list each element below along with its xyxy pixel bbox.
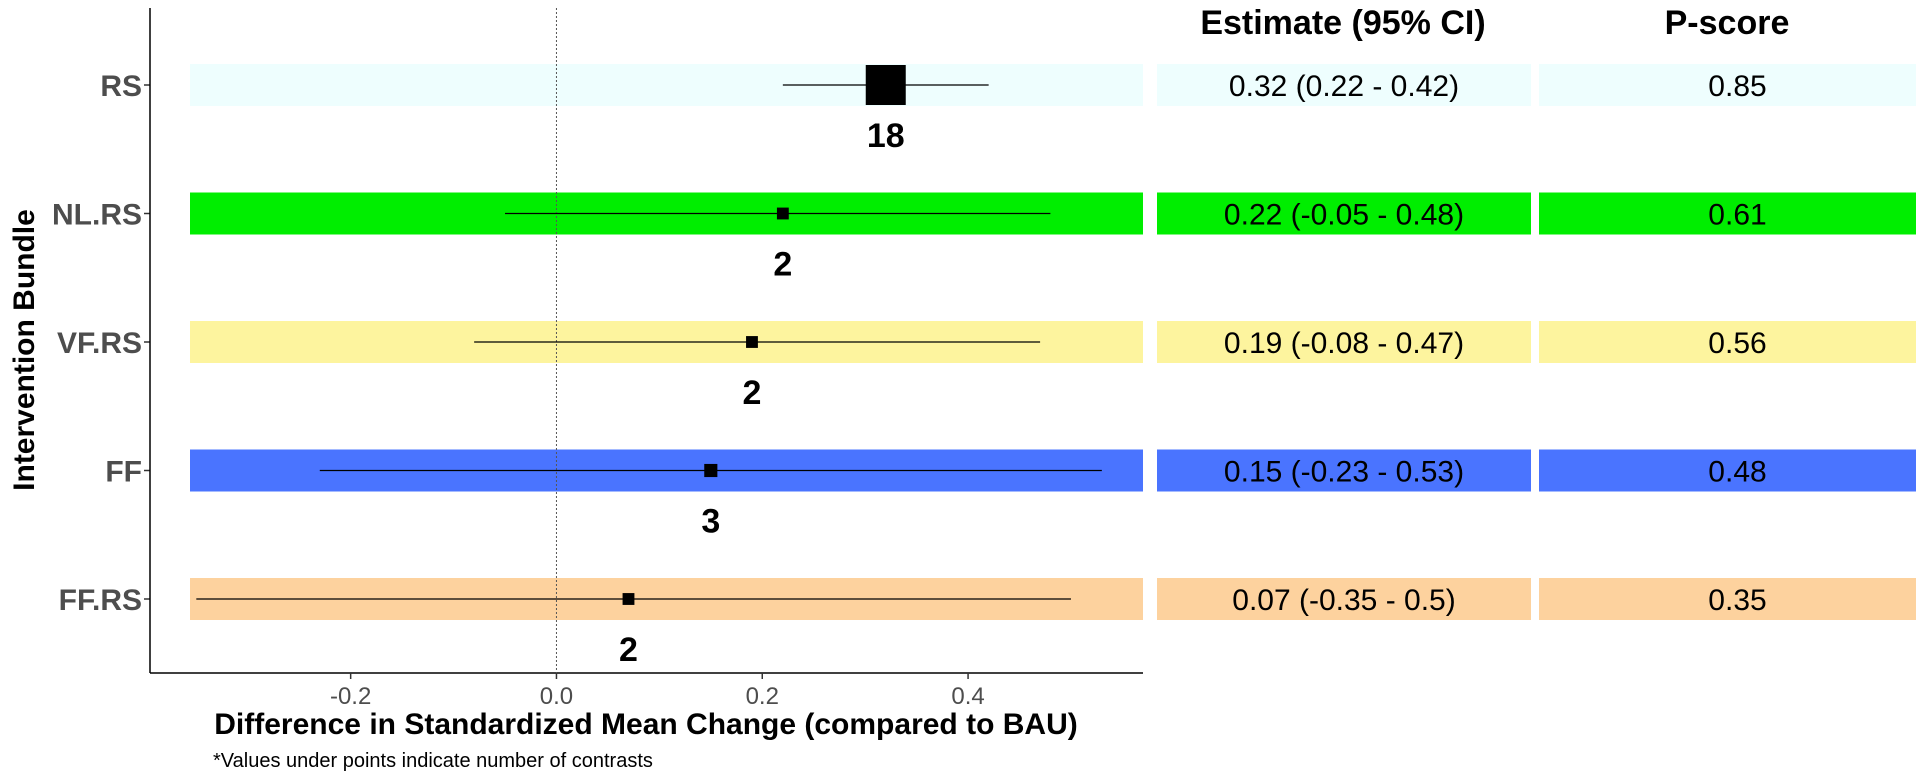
x-tick-label: 0.0: [540, 683, 573, 710]
pscore-cell: [1539, 192, 1916, 235]
pscore-cell: [1539, 449, 1916, 492]
row-band: [190, 64, 1143, 106]
estimate-cell: [1157, 578, 1531, 620]
category-label: FF: [105, 456, 142, 489]
row-bands: [190, 64, 1916, 620]
point-estimate: [704, 463, 718, 478]
pscore-text: 0.48: [1708, 456, 1766, 489]
point-estimate: [746, 336, 758, 348]
estimate-ci-text: 0.19 (-0.08 - 0.47): [1224, 327, 1464, 360]
pscore-cell: [1539, 578, 1916, 620]
contrast-count-label: 2: [619, 631, 638, 669]
category-label: VF.RS: [57, 327, 142, 360]
x-axis-title: Difference in Standardized Mean Change (…: [214, 708, 1077, 741]
point-estimate: [776, 207, 789, 220]
estimate-cell: [1157, 449, 1531, 492]
contrast-count-label: 2: [743, 374, 762, 412]
estimate-ci-text: 0.15 (-0.23 - 0.53): [1224, 456, 1464, 489]
forest-marks: RS 18 0.32 (0.22 - 0.42) 0.85 NL.RS 2 0.22 (-0…: [52, 65, 1767, 669]
pscore-text: 0.61: [1708, 199, 1766, 232]
category-label: NL.RS: [52, 199, 142, 232]
estimate-cell: [1157, 64, 1531, 106]
contrast-count-label: 3: [701, 503, 720, 541]
pscore-text: 0.85: [1708, 70, 1766, 103]
footnote: *Values under points indicate number of …: [213, 750, 653, 772]
pscore-cell: [1539, 64, 1916, 106]
estimate-cell: [1157, 321, 1531, 363]
estimate-ci-text: 0.32 (0.22 - 0.42): [1229, 70, 1459, 103]
category-label: FF.RS: [59, 584, 142, 617]
y-axis-title: Intervention Bundle: [8, 209, 41, 491]
contrast-count-label: 18: [867, 117, 905, 155]
contrast-count-label: 2: [773, 246, 792, 284]
pscore-cell: [1539, 321, 1916, 363]
x-tick-label: -0.2: [330, 683, 371, 710]
estimate-ci-text: 0.07 (-0.35 - 0.5): [1232, 584, 1455, 617]
estimate-cell: [1157, 192, 1531, 235]
plot-panel: -0.2 0.0 0.2 0.4: [144, 8, 1143, 710]
point-estimate: [622, 593, 635, 605]
pscore-text: 0.35: [1708, 584, 1766, 617]
x-tick-label: 0.4: [951, 683, 984, 710]
x-tick-label: 0.2: [746, 683, 779, 710]
pscore-column-header: P-score: [1665, 4, 1790, 42]
estimate-ci-text: 0.22 (-0.05 - 0.48): [1224, 199, 1464, 232]
point-estimate: [865, 65, 906, 105]
pscore-text: 0.56: [1708, 327, 1766, 360]
category-label: RS: [100, 70, 142, 103]
estimate-column-header: Estimate (95% CI): [1200, 4, 1485, 42]
